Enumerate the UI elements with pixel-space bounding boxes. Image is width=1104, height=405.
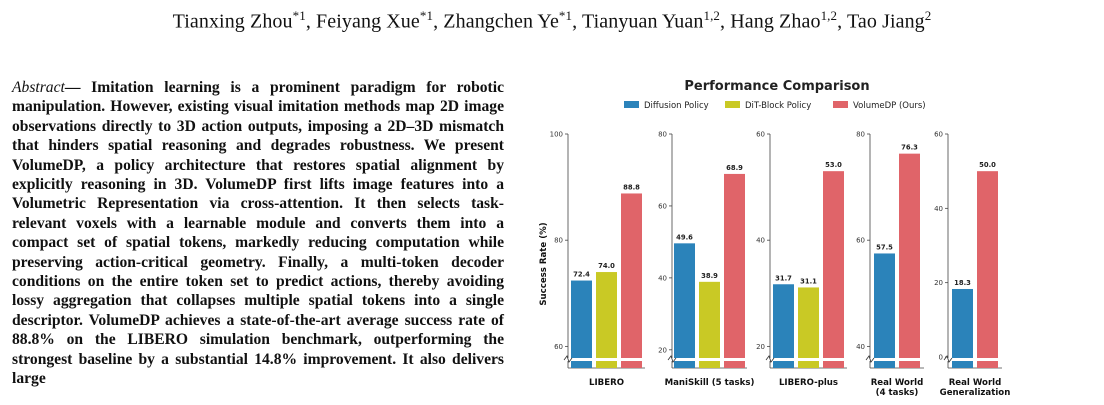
axis-break-band (766, 358, 849, 361)
data-label: 18.3 (954, 279, 971, 287)
y-tick-label: 40 (658, 274, 667, 282)
data-label: 72.4 (573, 271, 590, 279)
legend-label: DiT-Block Policy (745, 101, 811, 111)
bar-volumedp-ours- (977, 171, 998, 368)
bar-dit-block-policy (596, 272, 617, 368)
axis-break-mark (563, 355, 573, 363)
y-tick-label: 60 (856, 237, 865, 245)
bar-diffusion-policy (571, 280, 592, 368)
author-affiliation: *1 (292, 8, 306, 23)
axis-break-band (866, 358, 926, 361)
data-label: 74.0 (598, 262, 615, 270)
y-tick-label: 100 (550, 131, 563, 139)
author-list: Tianxing Zhou*1, Feiyang Xue*1, Zhangche… (172, 8, 932, 33)
x-category-label: ManiSkill (5 tasks) (665, 378, 755, 388)
author-affiliation: *1 (419, 8, 434, 23)
x-category-label: Real World (871, 378, 924, 388)
legend-label: Diffusion Policy (644, 101, 709, 111)
x-category-label: LIBERO (589, 378, 624, 388)
y-tick-label: 40 (756, 237, 765, 245)
author-name: Feiyang Xue (316, 10, 420, 33)
data-label: 31.7 (775, 274, 792, 282)
bar-dit-block-policy (798, 287, 819, 368)
bar-diffusion-policy (952, 288, 973, 368)
bar-volumedp-ours- (899, 153, 920, 368)
y-tick-label: 40 (856, 343, 865, 351)
legend-swatch (725, 101, 740, 108)
data-label: 68.9 (726, 164, 743, 172)
data-label: 88.8 (623, 183, 640, 191)
y-tick-label: 80 (554, 237, 563, 245)
abstract-text: — Imitation learning is a prominent para… (12, 79, 504, 388)
data-label: 76.3 (901, 144, 918, 152)
y-tick-label: 40 (934, 205, 943, 213)
y-tick-label: 80 (658, 131, 667, 139)
bar-dit-block-policy (699, 281, 720, 368)
author-name: Hang Zhao (730, 10, 821, 33)
author-name: Tianxing Zhou (172, 10, 293, 33)
bar-diffusion-policy (874, 253, 895, 368)
abstract: Abstract— Imitation learning is a promin… (12, 78, 504, 389)
data-label: 38.9 (701, 272, 718, 280)
x-category-label: Generalization (940, 388, 1011, 398)
chart-title: Performance Comparison (684, 79, 869, 94)
bar-diffusion-policy (773, 284, 794, 368)
x-category-label: (4 tasks) (876, 388, 919, 398)
legend-swatch (624, 101, 639, 108)
author-name: Tianyuan Yuan (581, 10, 704, 33)
y-axis-label: Success Rate (%) (539, 222, 549, 305)
axis-break-band (564, 358, 647, 361)
data-label: 49.6 (676, 233, 693, 241)
legend-swatch (833, 101, 848, 108)
y-tick-label: 20 (756, 343, 765, 351)
author-affiliation: 1,2 (820, 8, 838, 23)
axis-break-mark (667, 355, 677, 363)
axis-break-mark (865, 355, 875, 363)
author-name: Tao Jiang (846, 10, 925, 33)
axis-break-mark (943, 355, 953, 363)
legend-label: VolumeDP (Ours) (853, 101, 926, 111)
axis-break-band (944, 358, 1004, 361)
author-name: Zhangchen Ye (443, 10, 559, 33)
y-tick-label: 20 (934, 279, 943, 287)
data-label: 57.5 (876, 243, 893, 251)
axis-break-band (668, 358, 749, 361)
data-label: 50.0 (979, 161, 996, 169)
author-affiliation: *1 (558, 8, 573, 23)
bar-volumedp-ours- (823, 171, 844, 368)
bar-diffusion-policy (674, 243, 695, 368)
y-tick-label: 60 (658, 202, 667, 210)
y-tick-label: 60 (554, 343, 563, 351)
y-tick-label: 0 (939, 354, 943, 362)
axis-break-mark (765, 355, 775, 363)
author-affiliation: 1,2 (703, 8, 721, 23)
x-category-label: LIBERO-plus (779, 378, 838, 388)
y-tick-label: 60 (934, 131, 943, 139)
y-tick-label: 60 (756, 131, 765, 139)
y-tick-label: 80 (856, 131, 865, 139)
performance-chart: Performance Comparison Diffusion Policy Di… (539, 79, 1011, 398)
abstract-heading: Abstract (12, 79, 65, 96)
data-label: 53.0 (825, 161, 842, 169)
data-label: 31.1 (800, 277, 817, 285)
y-tick-label: 20 (658, 346, 667, 354)
author-affiliation: 2 (924, 8, 932, 23)
x-category-label: Real World (949, 378, 1002, 388)
performance-figure: Performance Comparison Diffusion Policy Di… (520, 72, 1104, 405)
bar-volumedp-ours- (621, 193, 642, 368)
bar-volumedp-ours- (724, 173, 745, 368)
